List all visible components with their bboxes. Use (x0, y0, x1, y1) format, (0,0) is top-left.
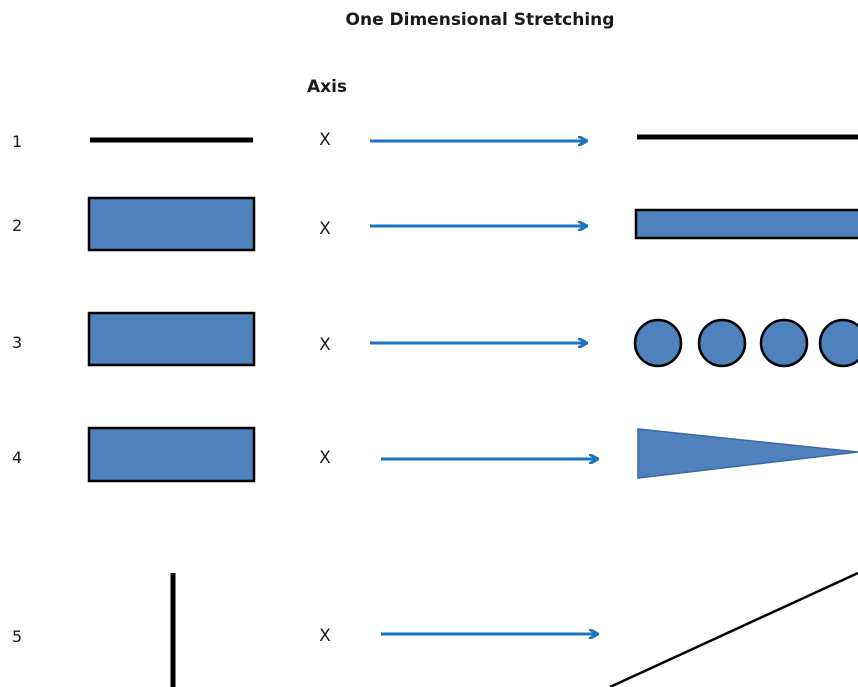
row-4: 4 X (12, 426, 858, 483)
row-1: 1 X (12, 130, 858, 151)
result-triangle (637, 428, 858, 479)
source-rectangle (87, 426, 256, 483)
row-5: 5 X (12, 571, 858, 687)
row-number: 1 (12, 132, 22, 151)
row-2: 2 X (12, 196, 858, 252)
row-number: 4 (12, 448, 22, 467)
result-circle (697, 318, 747, 368)
result-circle (818, 318, 858, 368)
axis-value: X (319, 219, 331, 239)
axis-value: X (319, 626, 331, 646)
result-circle (759, 318, 809, 368)
result-stretched-rectangle (634, 208, 858, 240)
axis-value: X (319, 335, 331, 355)
source-rectangle (87, 311, 256, 367)
diagram-title: One Dimensional Stretching (346, 10, 615, 30)
axis-value: X (319, 130, 331, 150)
result-diagonal-line (609, 571, 858, 687)
row-number: 5 (12, 627, 22, 646)
row-number: 2 (12, 216, 22, 235)
result-circle (633, 318, 683, 368)
axis-value: X (319, 448, 331, 468)
row-3: 3 X (12, 311, 858, 368)
row-number: 3 (12, 333, 22, 352)
axis-header: Axis (307, 77, 347, 97)
source-rectangle (87, 196, 256, 252)
